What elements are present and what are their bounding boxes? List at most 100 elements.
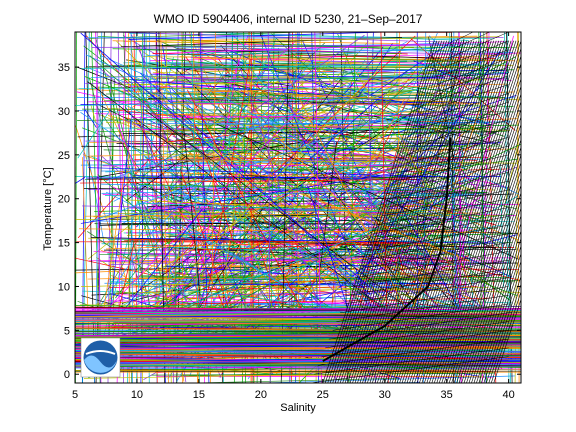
profile-line [177,48,441,59]
ts-grid-line [425,84,509,112]
profile-line [75,315,521,320]
profile-line [108,255,439,266]
ts-grid-line [396,40,509,383]
ts-grid-line [362,233,509,261]
profile-line [109,281,372,312]
profile-line [77,111,110,159]
profile-line [353,98,405,191]
profile-line [168,128,483,144]
profile-line [110,208,203,327]
y-axis-label: Temperature [°C] [42,167,54,251]
ts-grid-line [410,119,509,147]
profile-line [146,104,336,205]
profile-line [263,242,394,351]
profile-line [188,278,430,294]
profile-line [300,192,471,262]
x-tick-label: 35 [441,389,453,401]
profile-line [75,355,521,366]
profile-line [118,209,477,214]
profile-line [159,59,315,226]
profile-line [75,342,521,345]
profile-line [128,89,214,146]
x-tick-label: 30 [379,389,391,401]
ts-grid-line [493,298,521,383]
profile-line [75,176,86,184]
y-tick-label: 10 [58,281,70,293]
profile-line [251,375,516,383]
profile-line [84,109,97,128]
profile-line [105,300,412,304]
profile-line [75,339,521,342]
profile-line [151,69,378,312]
ts-grid-line [456,184,521,383]
profile-line [120,60,435,346]
profile-line [118,117,301,208]
ts-grid-line [336,295,509,322]
profile-line [75,262,518,271]
ts-grid-line [414,55,521,383]
profile-line [240,220,388,357]
profile-line [452,35,514,289]
profile-line [128,199,479,216]
ts-grid-line [357,40,470,383]
ts-grid-line [327,40,440,383]
plot-frame [74,31,522,384]
ts-grid-line [359,40,472,383]
profile-line [182,116,201,298]
ts-grid-line [404,40,517,383]
ts-grid-line [438,131,521,383]
ts-grid-line [332,40,445,383]
profile-line [85,140,502,143]
ts-grid-line [444,40,509,68]
profile-line [125,156,186,202]
ts-grid-line [471,229,521,383]
profile-line [80,170,409,224]
profile-line [111,186,248,247]
profile-line [281,131,489,213]
ts-grid-line [488,283,521,383]
ts-grid-line [478,252,521,383]
profile-line [121,223,445,225]
ts-grid-line [440,49,509,77]
ts-grid-line [384,40,497,383]
profile-line [187,89,314,333]
profile-line [75,311,521,317]
profile-line [198,58,252,338]
profile-line [181,187,449,198]
profile-line [146,166,405,172]
profile-line [221,153,280,289]
ts-grid-line [451,169,521,383]
ts-grid-line [436,58,509,85]
profile-line [241,34,365,119]
profile-line [220,44,456,306]
ts-grid-line [447,32,509,59]
ts-grid-line [399,145,509,173]
ts-grid-line [403,137,509,164]
y-tick-label: 0 [64,369,70,381]
series-group [322,137,452,362]
profile-line [151,372,491,376]
profile-line [333,89,361,102]
profile-line [136,124,427,130]
profile-line [101,55,393,185]
ts-grid-line [369,216,509,243]
profile-line [162,123,399,269]
profile-line [105,53,463,182]
ts-grid-line [453,176,521,383]
profile-line [152,245,296,274]
ts-grid-line [340,286,509,314]
profile-line [123,32,133,383]
profile-line [87,137,431,143]
ts-grid-line [414,110,509,138]
profile-line [104,60,463,66]
ts-grid-line [463,207,521,383]
profile-line [75,352,521,357]
ts-grid-line [369,40,482,383]
x-axis-label: Salinity [280,402,316,414]
ts-grid-line [432,66,509,94]
profile-line [186,41,505,53]
profile-line [278,181,303,188]
ts-grid-line [436,123,521,383]
profile-line [88,167,438,177]
y-tick-label: 5 [64,325,70,337]
